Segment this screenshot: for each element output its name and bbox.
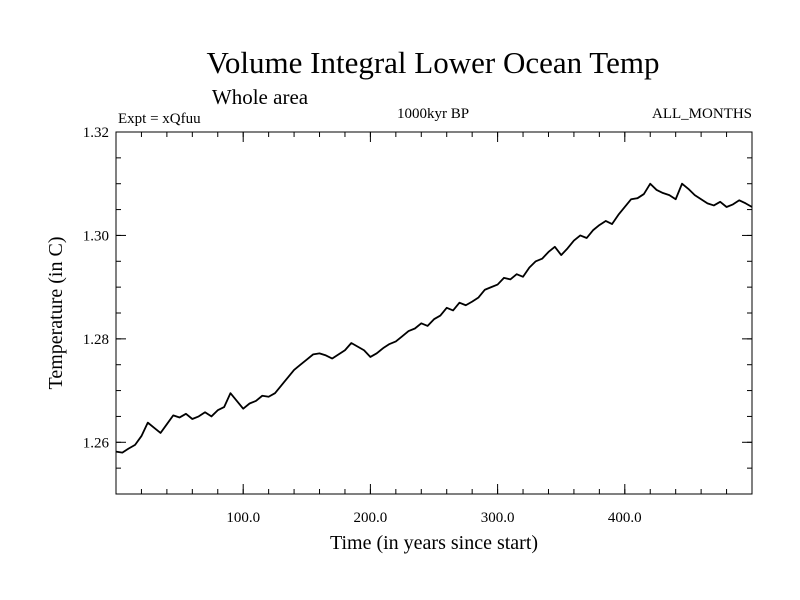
x-tick-label: 200.0 [354,510,388,526]
x-axis-label: Time (in years since start) [330,532,538,554]
y-tick-label: 1.28 [83,332,109,348]
x-tick-label: 300.0 [481,510,515,526]
axis-ticks [116,131,752,494]
series-line [115,182,753,454]
series-layer [115,182,753,454]
chart-subtitle: Whole area [212,85,309,109]
tick-labels: 100.0 200.0 300.0 400.0 1.26 1.28 1.30 1.32 [83,125,642,526]
x-tick-label: 400.0 [608,510,642,526]
months-label: ALL_MONTHS [652,106,752,122]
x-tick-label: 100.0 [226,510,260,526]
y-tick-label: 1.30 [83,228,109,244]
y-tick-label: 1.26 [83,435,110,451]
chart-title: Volume Integral Lower Ocean Temp [207,45,660,80]
period-label: 1000kyr BP [397,106,469,122]
y-axis-label: Temperature (in C) [45,237,67,390]
y-tick-label: 1.32 [83,125,109,141]
experiment-label: Expt = xQfuu [118,111,201,127]
